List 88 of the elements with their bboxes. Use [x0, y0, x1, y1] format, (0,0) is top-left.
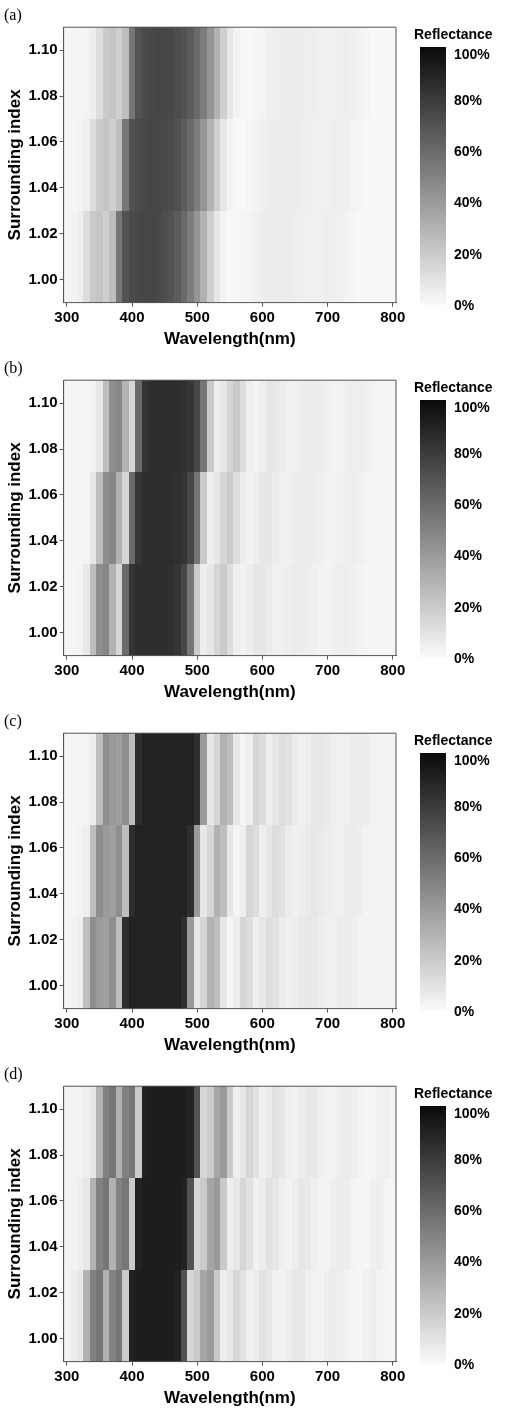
y-tick-label: 1.06 [28, 132, 58, 150]
y-tick-label: 1.10 [28, 40, 58, 58]
x-tick-label: 600 [249, 1013, 275, 1031]
x-axis-title: Wavelength(nm) [164, 1388, 296, 1408]
y-axis-title: Surrounding index [4, 441, 24, 594]
y-axis-title: Surrounding index [4, 1147, 24, 1300]
x-tick-label: 300 [54, 660, 80, 678]
chart-title: (b) [4, 358, 23, 377]
y-tick-label: 1.10 [28, 746, 58, 764]
color-bar-label: 20% [454, 598, 483, 615]
y-tick-label: 1.00 [28, 269, 58, 287]
color-bar-title: Reflectance [414, 379, 493, 396]
color-bar-label: 40% [454, 900, 483, 917]
x-tick-label: 800 [380, 1366, 406, 1384]
color-bar-label: 60% [454, 1202, 483, 1219]
color-bar-label: 60% [454, 849, 483, 866]
y-axis-title: Surrounding index [4, 88, 24, 241]
x-tick-label: 300 [54, 1013, 80, 1031]
y-tick-label: 1.08 [28, 86, 58, 104]
x-axis-title: Wavelength(nm) [164, 329, 296, 349]
color-bar-label: 40% [454, 194, 483, 211]
x-tick-label: 400 [119, 1366, 145, 1384]
x-tick-label: 800 [380, 660, 406, 678]
color-bar-label: 40% [454, 547, 483, 564]
y-axis-title: Surrounding index [4, 794, 24, 947]
color-bar-label: 80% [454, 444, 483, 461]
x-tick-label: 800 [380, 307, 406, 325]
y-tick-label: 1.00 [28, 622, 58, 640]
x-tick-label: 500 [184, 1366, 210, 1384]
x-tick-label: 800 [380, 1013, 406, 1031]
y-tick-label: 1.04 [28, 883, 59, 901]
x-tick-label: 500 [184, 1013, 210, 1031]
y-tick-label: 1.08 [28, 439, 58, 457]
x-tick-label: 700 [315, 660, 341, 678]
x-tick-label: 300 [54, 1366, 80, 1384]
color-bar-label: 0% [454, 1003, 475, 1020]
y-tick-label: 1.02 [28, 1282, 58, 1300]
color-bar-title: Reflectance [414, 732, 493, 749]
color-bar-label: 80% [454, 797, 483, 814]
chart-title: (a) [4, 5, 22, 24]
y-tick-label: 1.02 [28, 223, 58, 241]
color-bar-label: 80% [454, 91, 483, 108]
x-tick-label: 600 [249, 307, 275, 325]
y-tick-label: 1.10 [28, 393, 58, 411]
color-bar-label: 20% [454, 951, 483, 968]
x-tick-label: 700 [315, 307, 341, 325]
x-tick-label: 500 [184, 307, 210, 325]
color-bar-title: Reflectance [414, 1085, 493, 1102]
y-tick-label: 1.00 [28, 1328, 58, 1346]
chart-title: (c) [4, 711, 22, 730]
y-tick-label: 1.04 [28, 1236, 59, 1254]
x-axis-title: Wavelength(nm) [164, 682, 296, 702]
y-tick-label: 1.02 [28, 929, 58, 947]
y-tick-label: 1.08 [28, 1145, 58, 1163]
y-tick-label: 1.06 [28, 485, 58, 503]
x-axis-title: Wavelength(nm) [164, 1035, 296, 1055]
x-tick-label: 600 [249, 1366, 275, 1384]
color-bar-label: 0% [454, 297, 475, 314]
x-tick-label: 400 [119, 307, 145, 325]
x-tick-label: 400 [119, 660, 145, 678]
x-tick-label: 700 [315, 1013, 341, 1031]
color-bar-label: 20% [454, 1304, 483, 1321]
color-bar-label: 100% [454, 46, 491, 63]
color-bar-label: 40% [454, 1253, 483, 1270]
y-tick-label: 1.08 [28, 792, 58, 810]
y-tick-label: 1.04 [28, 530, 59, 548]
x-tick-label: 400 [119, 1013, 145, 1031]
y-tick-label: 1.00 [28, 975, 58, 993]
x-tick-label: 700 [315, 1366, 341, 1384]
color-bar-label: 0% [454, 650, 475, 667]
color-bar-label: 60% [454, 496, 483, 513]
y-tick-label: 1.10 [28, 1099, 58, 1117]
color-bar-label: 80% [454, 1150, 483, 1167]
color-bar-label: 20% [454, 245, 483, 262]
color-bar-label: 0% [454, 1356, 475, 1373]
y-tick-label: 1.04 [28, 177, 59, 195]
x-tick-label: 500 [184, 660, 210, 678]
chart-title: (d) [4, 1064, 23, 1083]
color-bar-label: 100% [454, 399, 491, 416]
color-bar-label: 100% [454, 1105, 491, 1122]
x-tick-label: 300 [54, 307, 80, 325]
y-tick-label: 1.02 [28, 576, 58, 594]
x-tick-label: 600 [249, 660, 275, 678]
color-bar-title: Reflectance [414, 26, 493, 43]
color-bar-label: 60% [454, 143, 483, 160]
y-tick-label: 1.06 [28, 838, 58, 856]
color-bar-label: 100% [454, 752, 491, 769]
y-tick-label: 1.06 [28, 1191, 58, 1209]
